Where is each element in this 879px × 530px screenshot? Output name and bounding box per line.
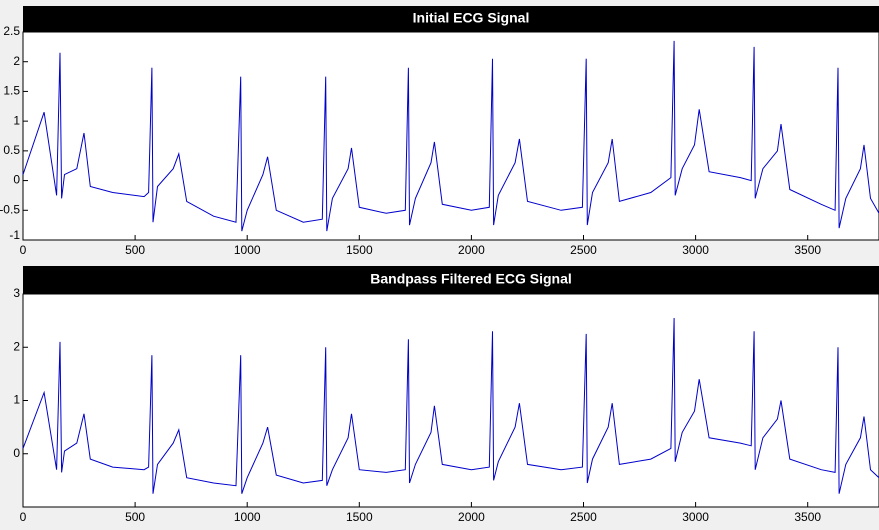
chart-title: Initial ECG Signal (413, 10, 530, 26)
y-tick-label: -1 (9, 228, 20, 242)
y-tick-label: 1.5 (3, 84, 20, 98)
x-tick-label: 500 (125, 243, 145, 257)
x-tick-label: 2000 (458, 510, 485, 524)
y-tick-label: 2 (13, 339, 20, 353)
x-tick-label: 0 (20, 243, 27, 257)
y-tick-label: 0 (13, 173, 20, 187)
x-tick-label: 3500 (794, 243, 821, 257)
signal-line (22, 317, 879, 494)
x-tick-label: 0 (20, 510, 27, 524)
x-tick-label: 1000 (234, 243, 261, 257)
x-tick-label: 500 (125, 510, 145, 524)
x-tick-label: 1500 (346, 510, 373, 524)
x-tick-label: 2000 (458, 243, 485, 257)
signal-line (22, 40, 879, 232)
plot-area (22, 31, 879, 241)
y-tick-label: 0 (13, 446, 20, 460)
y-tick-label: 1 (13, 393, 20, 407)
y-tick-label: 3 (13, 286, 20, 300)
y-tick-label: 2 (13, 54, 20, 68)
title-bar (23, 266, 879, 294)
y-tick-label: 0.5 (3, 143, 20, 157)
chart-title: Bandpass Filtered ECG Signal (370, 271, 572, 287)
title-bar (23, 6, 879, 32)
plot-area (22, 293, 879, 508)
x-tick-label: 2500 (570, 510, 597, 524)
y-tick-label: 2.5 (3, 24, 20, 38)
y-tick-label: 1 (13, 113, 20, 127)
x-tick-label: 3000 (682, 510, 709, 524)
x-tick-label: 2500 (570, 243, 597, 257)
x-tick-label: 3000 (682, 243, 709, 257)
y-tick-label: -0.5 (0, 202, 20, 216)
x-tick-label: 3500 (794, 510, 821, 524)
x-tick-label: 1000 (234, 510, 261, 524)
x-tick-label: 1500 (346, 243, 373, 257)
